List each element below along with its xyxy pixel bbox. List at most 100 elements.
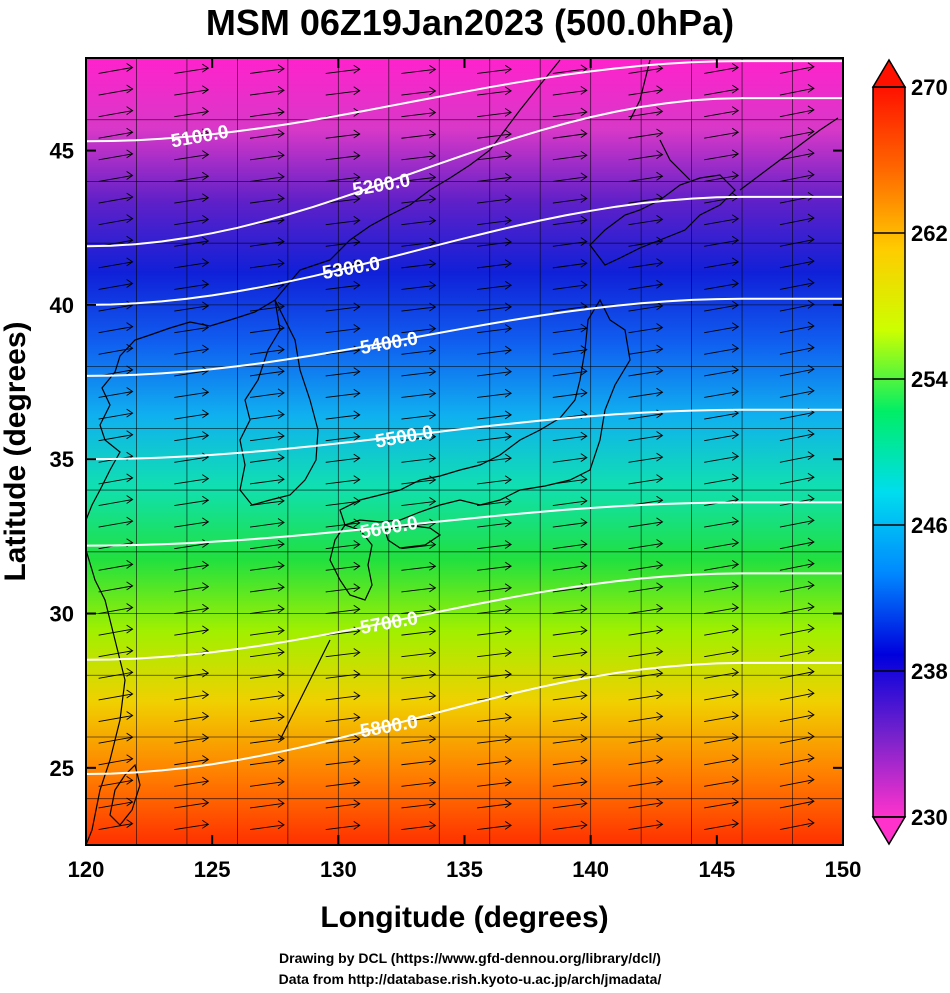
wind-arrow [325,820,361,831]
contour-line [86,297,843,377]
colorbar-tick-label: 238 [911,659,948,684]
wind-arrow [98,711,134,722]
wind-arrow [249,172,285,182]
coast-china-south [86,549,126,845]
wind-arrow [704,257,740,269]
wind-arrow [628,560,664,571]
wind-arrow [779,451,815,463]
wind-arrow [704,776,740,787]
wind-arrow [174,344,210,355]
wind-arrow [249,64,285,74]
wind-arrow [704,538,740,550]
wind-arrow [704,516,740,528]
wind-arrow [401,172,437,182]
wind-arrow [98,257,134,269]
wind-arrow [628,236,664,247]
wind-arrow [98,84,134,96]
wind-arrow [98,63,134,74]
wind-arrow [779,278,815,290]
wind-arrow [779,645,815,658]
wind-arrow [552,194,588,204]
wind-arrow [628,776,664,787]
wind-arrow [779,62,815,74]
wind-arrow [98,819,134,831]
wind-arrow [401,432,437,442]
wind-arrow [249,561,285,571]
wind-arrow [249,690,285,701]
colorbar-tick-label: 246 [911,513,948,538]
wind-arrow [401,583,437,593]
wind-arrow [628,258,664,269]
wind-arrow [477,432,512,442]
wind-arrow [249,712,285,722]
wind-arrow [401,691,437,701]
wind-arrow [477,540,512,550]
coast-kyushu [329,524,373,601]
wind-arrow [477,216,512,226]
wind-arrow [174,776,210,787]
wind-arrow [174,668,210,679]
gridlines [86,58,843,845]
wind-arrow [249,388,285,398]
wind-arrow [477,259,512,269]
wind-arrow [98,387,134,398]
x-tick-label: 120 [68,857,105,882]
wind-arrow [174,171,210,182]
wind-arrow [704,84,740,96]
wind-arrow [779,537,815,550]
wind-arrow [325,583,361,593]
wind-arrow [552,539,588,550]
colorbar-tick-label: 270 [911,75,948,100]
wind-arrow [249,258,285,269]
wind-arrow [249,129,285,139]
wind-arrow [325,324,361,334]
wind-arrow [401,669,437,679]
wind-arrow [552,734,588,744]
wind-arrow [401,561,437,571]
wind-arrow [704,668,740,679]
wind-arrow [174,474,210,485]
wind-arrow [98,732,134,744]
wind-arrow [477,626,512,636]
wind-arrow [98,689,134,701]
contour-line [86,97,843,248]
wind-arrow [704,279,740,290]
wind-arrow [98,559,134,571]
wind-arrow [779,105,815,118]
wind-arrow [174,193,210,204]
wind-arrow [401,626,437,636]
wind-arrow [174,582,210,593]
wind-arrow [552,690,588,701]
wind-arrow [325,216,361,226]
wind-arrow [477,410,512,420]
wind-arrow [628,85,664,96]
wind-arrow [779,429,815,442]
wind-arrow [401,777,437,787]
wind-arrow [325,496,361,506]
wind-arrow [98,581,134,593]
y-tick-label: 35 [50,447,74,472]
wind-arrow [628,582,664,593]
wind-arrow [98,603,134,614]
wind-arrow [174,755,210,766]
wind-arrow [704,473,740,485]
wind-arrow [174,819,210,831]
wind-arrow [477,604,512,614]
wind-arrow [477,367,512,377]
wind-arrow [477,388,512,398]
wind-arrow [325,799,361,809]
credit-data-source: Data from http://database.rish.kyoto-u.a… [278,971,662,987]
wind-arrow [98,171,134,182]
wind-arrow [779,580,815,593]
wind-arrow [628,279,664,290]
wind-arrow [174,258,210,269]
wind-arrow [628,690,664,701]
plot-title: MSM 06Z19Jan2023 (500.0hPa) [205,2,735,43]
wind-arrow [628,625,664,636]
wind-arrow [98,149,134,161]
wind-arrow [98,408,134,420]
wind-arrow [174,733,210,744]
wind-arrow [552,647,588,658]
wind-arrow [325,540,361,550]
wind-arrow [779,688,815,701]
